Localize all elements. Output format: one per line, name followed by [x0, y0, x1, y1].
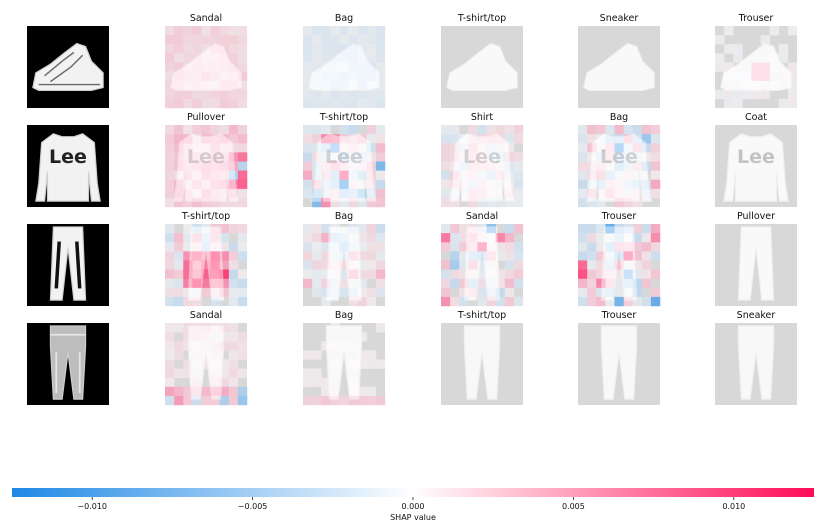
- panel-title: Pullover: [187, 112, 225, 123]
- heat-cells: [578, 125, 661, 208]
- shap-panel: Bag: [303, 13, 386, 109]
- shap-panel: Trouser: [578, 310, 660, 405]
- panel-title: Trouser: [601, 310, 637, 321]
- panel-title: Bag: [335, 211, 353, 222]
- shap-panel: Trouser: [715, 13, 798, 109]
- colorbar-tick-label: 0.005: [562, 502, 585, 511]
- panel-title: Bag: [335, 310, 353, 321]
- panel-title: Sneaker: [600, 13, 639, 24]
- svg-text:Lee: Lee: [187, 146, 225, 168]
- colorbar-tick-label: 0.010: [722, 502, 745, 511]
- heat-cells: [303, 323, 386, 406]
- shap-panel: PulloverLeeLee: [165, 112, 248, 208]
- colorbar-tick-label: −0.010: [77, 502, 107, 511]
- svg-text:Lee: Lee: [737, 146, 775, 168]
- svg-text:Lee: Lee: [463, 146, 501, 168]
- svg-text:Lee: Lee: [600, 146, 638, 168]
- heat-cells: [165, 323, 248, 406]
- panel-title: T-shirt/top: [319, 112, 368, 123]
- panel-title: Trouser: [738, 13, 774, 24]
- panel-title: Bag: [335, 13, 353, 24]
- panel-title: Pullover: [737, 211, 775, 222]
- colorbar-label: SHAP value: [390, 513, 436, 522]
- panel-grid: Sandal Bag T-shirt/top Sneaker Trouser Lee Pul…: [27, 13, 798, 406]
- shap-panel: Sneaker: [578, 13, 660, 108]
- input-image: [27, 26, 109, 108]
- shap-panel: Sandal: [165, 310, 248, 406]
- panel-title: Trouser: [601, 211, 637, 222]
- heat-cells: [303, 26, 386, 109]
- input-image: [27, 224, 109, 306]
- panel-title: T-shirt/top: [181, 211, 230, 222]
- heat-cells: [578, 224, 661, 307]
- heat-cells: [441, 224, 524, 307]
- input-image: Lee: [27, 125, 109, 207]
- shap-panel: Bag: [303, 310, 386, 406]
- shap-panel: Bag: [303, 211, 386, 307]
- shap-panel: Pullover: [715, 211, 797, 306]
- svg-text:Lee: Lee: [737, 146, 775, 168]
- colorbar-tick-label: −0.005: [238, 502, 268, 511]
- panel-title: Sandal: [190, 310, 222, 321]
- heat-cells: [303, 224, 386, 307]
- heat-cells: [303, 125, 386, 208]
- shap-panel: T-shirt/topLeeLee: [303, 112, 386, 208]
- colorbar-gradient: [12, 488, 814, 497]
- shap-panel: CoatLeeLee: [715, 112, 797, 207]
- heat-cells: [715, 26, 798, 109]
- panel-title: Sneaker: [737, 310, 776, 321]
- heat-cells: [165, 125, 248, 208]
- panel-title: Coat: [745, 112, 767, 123]
- svg-text:Lee: Lee: [49, 146, 87, 168]
- shap-panel: Sandal: [441, 211, 524, 307]
- colorbar-tick-label: 0.000: [402, 502, 425, 511]
- colorbar: −0.010 −0.005 0.000 0.005 0.010 SHAP value: [12, 488, 814, 522]
- heat-cells: [441, 125, 524, 208]
- panel-title: Sandal: [466, 211, 498, 222]
- shap-panel: Trouser: [578, 211, 661, 307]
- panel-title: T-shirt/top: [457, 13, 506, 24]
- panel-title: Bag: [610, 112, 628, 123]
- shap-panel: T-shirt/top: [441, 310, 523, 405]
- input-image: [27, 323, 109, 405]
- panel-title: Shirt: [471, 112, 494, 123]
- shap-panel: ShirtLeeLee: [441, 112, 524, 208]
- shap-panel: BagLeeLee: [578, 112, 661, 208]
- shap-panel: T-shirt/top: [165, 211, 248, 307]
- panel-title: T-shirt/top: [457, 310, 506, 321]
- shap-panel: Sneaker: [715, 310, 797, 405]
- panel-title: Sandal: [190, 13, 222, 24]
- heat-cells: [165, 224, 248, 307]
- shap-panel: T-shirt/top: [441, 13, 523, 108]
- heat-cells: [165, 26, 248, 109]
- shap-panel: Sandal: [165, 13, 248, 109]
- svg-text:Lee: Lee: [325, 146, 363, 168]
